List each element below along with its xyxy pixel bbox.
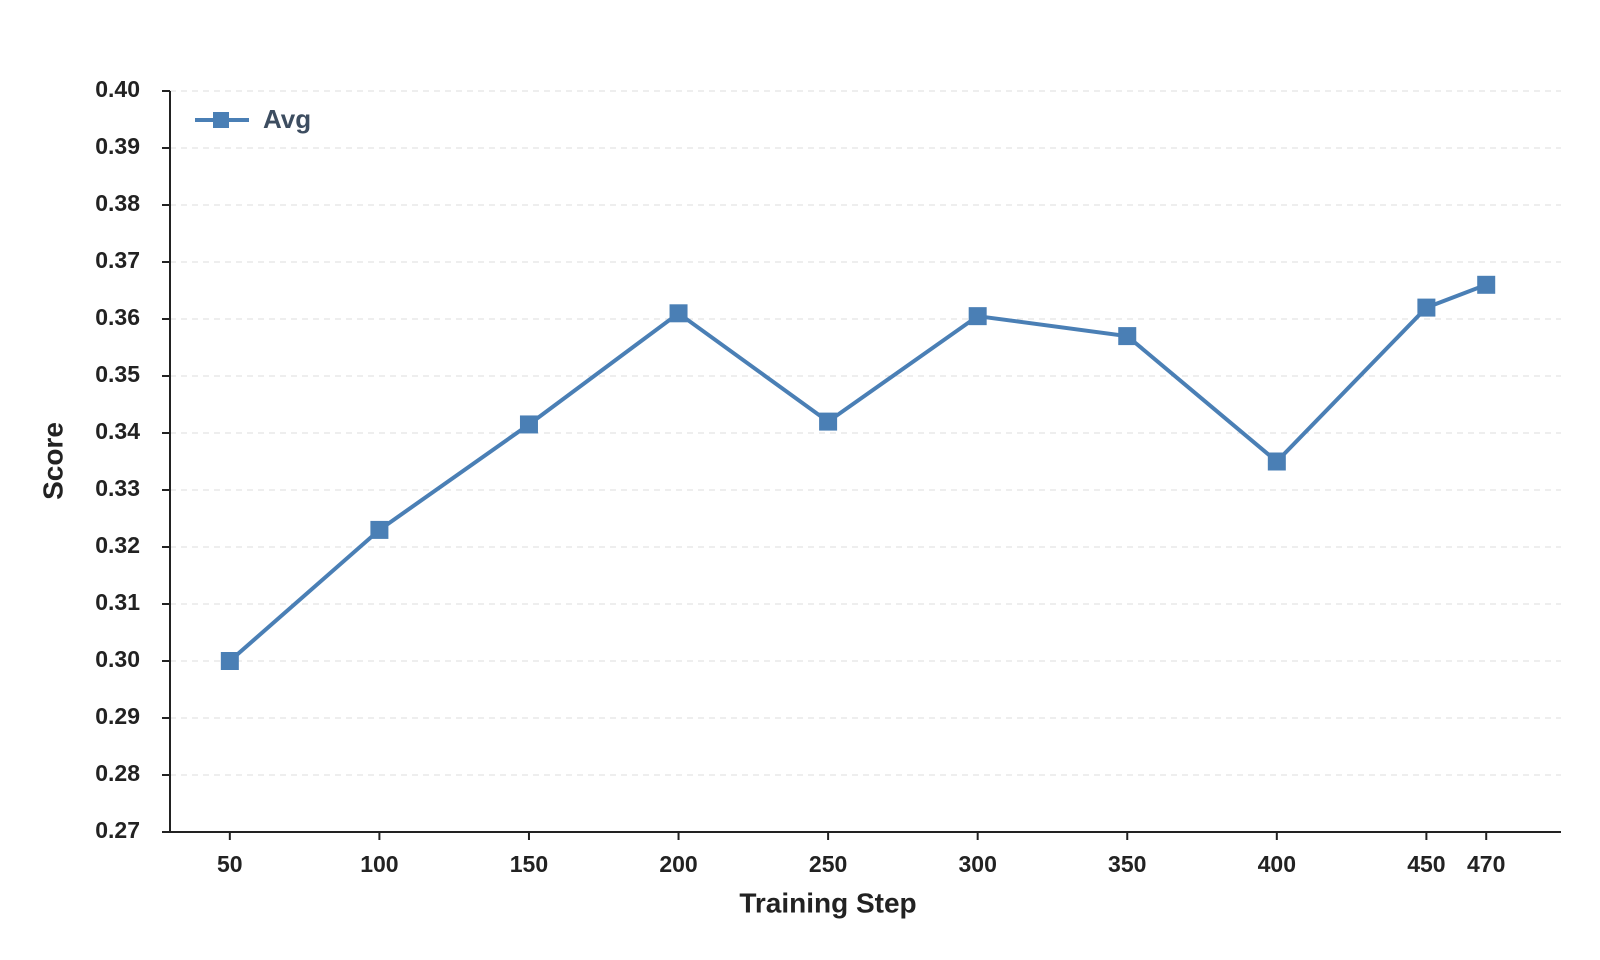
x-tick-label: 300 (958, 851, 996, 877)
y-tick-label: 0.29 (95, 703, 140, 729)
y-tick-label: 0.35 (95, 361, 140, 387)
x-tick-label: 470 (1467, 851, 1505, 877)
x-tick-label: 200 (659, 851, 697, 877)
x-tick-label: 100 (360, 851, 398, 877)
y-tick-label: 0.37 (95, 247, 140, 273)
y-tick-label: 0.31 (95, 589, 140, 615)
point-marker (1417, 298, 1436, 317)
y-tick-label: 0.40 (95, 76, 140, 102)
y-tick-label: 0.33 (95, 475, 140, 501)
x-tick-label: 150 (510, 851, 548, 877)
y-tick-label: 0.34 (95, 418, 140, 444)
point-marker (968, 307, 987, 326)
point-marker (519, 415, 538, 434)
y-tick-label: 0.30 (95, 646, 140, 672)
series-line (228, 282, 1487, 663)
y-tick-label: 0.32 (95, 532, 140, 558)
x-tick-label: 50 (217, 851, 243, 877)
x-axis-label: Training Step (739, 887, 916, 918)
y-tick-label: 0.36 (95, 304, 140, 330)
y-tick-label: 0.38 (95, 190, 140, 216)
y-axis-label: Score (37, 422, 68, 500)
legend-label: Avg (263, 104, 311, 134)
point-marker (819, 412, 838, 431)
y-tick-label: 0.27 (95, 817, 140, 843)
point-marker (669, 304, 688, 323)
y-tick-label: 0.39 (95, 133, 140, 159)
point-marker (1118, 327, 1137, 346)
x-tick-label: 250 (809, 851, 847, 877)
y-tick-label: 0.28 (95, 760, 140, 786)
legend-marker (213, 112, 229, 128)
x-tick-label: 450 (1407, 851, 1445, 877)
x-tick-label: 400 (1258, 851, 1296, 877)
point-marker (1477, 275, 1496, 294)
point-marker (1267, 452, 1286, 471)
point-marker (220, 652, 239, 670)
x-tick-label: 350 (1108, 851, 1146, 877)
point-marker (370, 520, 389, 539)
